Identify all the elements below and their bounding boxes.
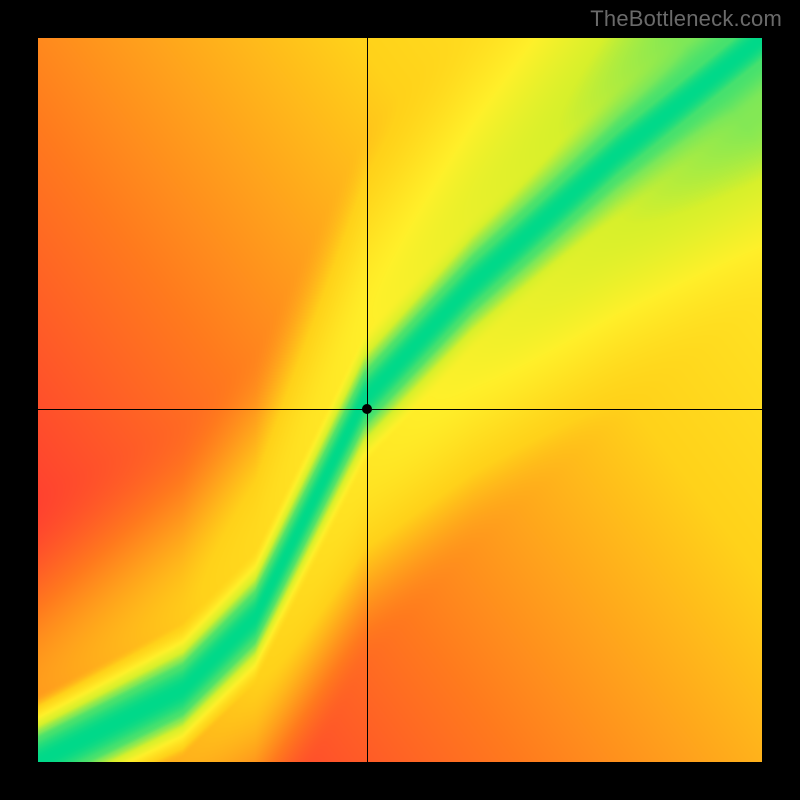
crosshair-marker — [362, 404, 372, 414]
watermark-text: TheBottleneck.com — [590, 6, 782, 32]
crosshair-vertical — [367, 38, 368, 762]
heatmap-canvas — [38, 38, 762, 762]
crosshair-horizontal — [38, 409, 762, 410]
plot-area — [38, 38, 762, 762]
